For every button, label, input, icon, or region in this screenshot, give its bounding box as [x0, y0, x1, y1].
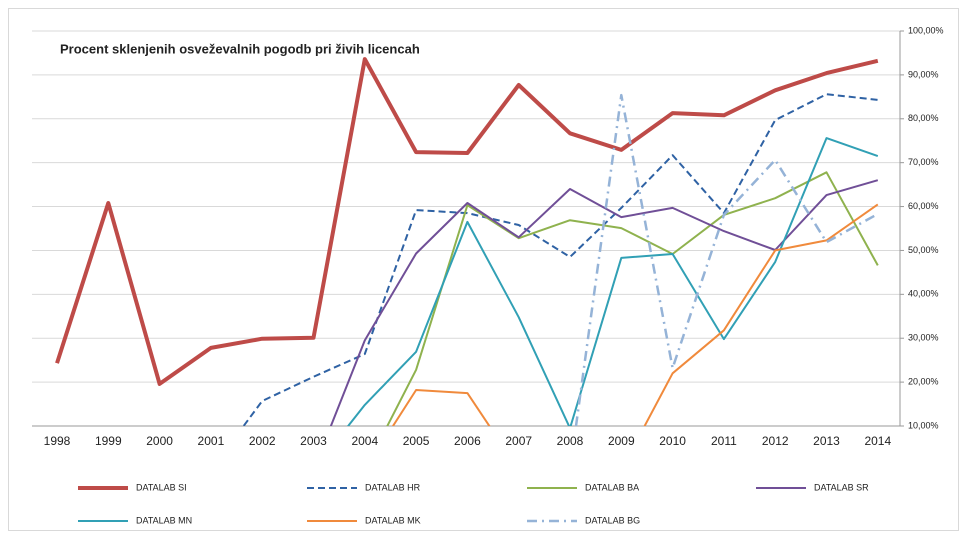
y-tick-label: 50,00%	[908, 245, 939, 255]
y-tick-label: 10,00%	[908, 420, 939, 430]
legend-label: DATALAB MN	[136, 515, 192, 525]
plot-area	[55, 57, 879, 426]
series-line	[391, 203, 879, 426]
x-tick-label: 2001	[198, 434, 225, 448]
series-line	[574, 93, 879, 426]
x-tick-label: 2003	[300, 434, 327, 448]
x-tick-label: 1999	[95, 434, 122, 448]
y-tick-label: 40,00%	[908, 289, 939, 299]
x-tick-label: 2002	[249, 434, 276, 448]
x-tick-label: 1998	[44, 434, 71, 448]
series-line	[346, 137, 879, 426]
x-tick-label: 2010	[659, 434, 686, 448]
legend-label: DATALAB MK	[365, 515, 421, 525]
series-line	[55, 57, 879, 386]
y-tick-label: 80,00%	[908, 113, 939, 123]
x-tick-label: 2009	[608, 434, 635, 448]
x-tick-label: 2008	[557, 434, 584, 448]
x-tick-label: 2006	[454, 434, 481, 448]
x-tick-label: 2011	[711, 434, 737, 448]
y-tick-label: 70,00%	[908, 157, 939, 167]
x-tick-label: 2004	[351, 434, 378, 448]
chart-title: Procent sklenjenih osveževalnih pogodb p…	[60, 41, 420, 56]
x-tick-label: 2005	[403, 434, 430, 448]
y-tick-label: 90,00%	[908, 69, 939, 79]
y-tick-label: 30,00%	[908, 333, 939, 343]
x-tick-label: 2012	[762, 434, 789, 448]
y-tick-label: 60,00%	[908, 201, 939, 211]
legend-label: DATALAB BA	[585, 482, 639, 492]
y-tick-label: 100,00%	[908, 25, 944, 35]
y-tick-label: 20,00%	[908, 376, 939, 386]
legend-label: DATALAB BG	[585, 515, 640, 525]
x-tick-label: 2013	[813, 434, 840, 448]
series-line	[242, 93, 878, 426]
legend-label: DATALAB SI	[136, 482, 187, 492]
x-tick-label: 2000	[146, 434, 173, 448]
x-tick-label: 2014	[864, 434, 891, 448]
chart-frame	[8, 8, 959, 531]
x-tick-label: 2007	[505, 434, 532, 448]
legend-label: DATALAB HR	[365, 482, 421, 492]
legend-label: DATALAB SR	[814, 482, 869, 492]
